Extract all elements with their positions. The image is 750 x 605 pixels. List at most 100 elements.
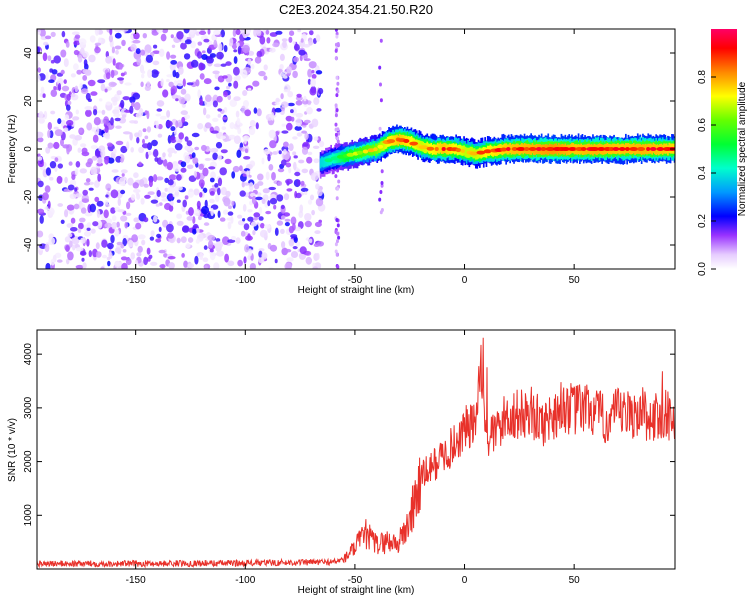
spectrogram-ridge-peak	[441, 147, 446, 151]
spectrogram-noise-cell	[260, 222, 265, 229]
spectrogram-noise-cell	[276, 220, 284, 226]
x-tick-label: 50	[569, 575, 581, 586]
spectrogram-noise-cell	[57, 259, 63, 263]
spectrogram-noise-cell	[195, 238, 200, 244]
spectrogram-noise-cell	[155, 203, 160, 207]
spectrogram-noise-cell	[217, 187, 221, 196]
spectrogram-noise-cell	[217, 177, 223, 187]
spectrogram-noise-cell	[49, 161, 57, 169]
spectrogram-noise-cell	[114, 261, 122, 267]
spectrogram-noise-cell	[170, 85, 178, 95]
snr-x-ticks: -150 -100 -50 0 50	[126, 330, 580, 586]
x-tick-label: -50	[348, 575, 363, 586]
spectrogram-noise-cell	[183, 260, 189, 268]
spectrogram-noise-cell	[309, 194, 315, 201]
spectrogram-noise-cell	[89, 35, 96, 43]
spectrogram-noise-cell	[78, 128, 83, 133]
spectrogram-ridge-peak	[367, 148, 375, 153]
y-tick-label: 40	[23, 47, 34, 59]
spectrogram-noise-cell	[226, 85, 230, 90]
spectrogram-noise-cell	[57, 118, 62, 125]
spectrogram-noise-cell	[269, 47, 276, 53]
spectrogram-noise-cell	[80, 237, 86, 244]
spectrogram-noise-cell	[182, 225, 190, 233]
spectrogram-noise-cell	[153, 174, 158, 183]
spectrogram-noise-cell	[108, 251, 113, 259]
spectrogram-noise-cell	[112, 148, 117, 154]
spectrogram-noise-cell	[146, 247, 151, 255]
spectrogram-noise-cell	[222, 75, 228, 79]
spectrogram-noise-cell	[244, 244, 250, 253]
spectrogram-noise-cell	[247, 233, 251, 241]
spectrogram-noise-cell	[204, 122, 212, 129]
spectrogram-noise-cell	[176, 119, 183, 128]
spectrogram-noise-cell	[274, 258, 278, 264]
spectrogram-noise-cell	[337, 179, 341, 184]
spectrogram-noise-cell	[53, 141, 60, 150]
spectrogram-noise-cell	[133, 102, 141, 111]
spectrogram-noise-cell	[115, 49, 119, 55]
spectrogram-noise-cell	[95, 251, 102, 258]
spectrogram-noise-cell	[175, 98, 179, 102]
spectrogram-noise-cell	[136, 136, 140, 144]
spectrogram-noise-cell	[205, 94, 212, 102]
spectrogram-noise-cell	[120, 29, 129, 32]
spectrogram-ridge-peak	[506, 147, 511, 151]
spectrogram-noise-cell	[334, 48, 338, 53]
spectrogram-noise-cell	[215, 141, 223, 149]
spectrogram-noise-cell	[261, 157, 265, 165]
spectrogram-noise-cell	[210, 171, 216, 180]
spectrogram-noise-cell	[106, 142, 113, 147]
spectrogram-noise-cell	[222, 209, 229, 215]
spectrogram-noise-cell	[223, 45, 228, 53]
spectrogram-noise-cell	[167, 134, 172, 144]
spectrogram-noise-cell	[40, 86, 45, 94]
spectrogram-noise-cell	[257, 181, 264, 186]
spectrogram-noise-cell	[167, 179, 174, 186]
spectrogram-noise-cell	[282, 149, 287, 155]
spectrogram-noise-cell	[223, 107, 228, 113]
spectrogram-noise-cell	[176, 199, 181, 203]
spectrogram-ridge-peak	[540, 147, 547, 151]
spectrogram-noise-cell	[66, 223, 74, 228]
spectrogram-noise-cell	[70, 217, 76, 224]
spectrogram-noise-cell	[210, 207, 214, 217]
x-tick-label: 50	[569, 275, 581, 286]
spectrogram-noise-cell	[202, 187, 208, 193]
spectrogram-noise-cell	[252, 80, 260, 87]
spectrogram-noise-cell	[203, 222, 210, 226]
spectrogram-noise-cell	[312, 145, 320, 149]
spectrogram-noise-cell	[156, 100, 165, 107]
spectrogram-noise-cell	[47, 129, 51, 139]
spectrogram-noise-cell	[182, 199, 187, 208]
spectrogram-noise-cell	[111, 221, 117, 230]
spectrogram-noise-cell	[201, 54, 208, 60]
spectrogram-noise-cell	[220, 135, 227, 140]
spectrogram-noise-cell	[120, 256, 128, 261]
spectrogram-noise-cell	[228, 134, 236, 140]
spectrogram-noise-cell	[120, 157, 124, 163]
spectrogram-noise-cell	[186, 82, 194, 86]
spectrogram-noise-cell	[248, 182, 254, 191]
spectrogram-noise-cell	[307, 199, 313, 205]
spectrogram-noise-cell	[313, 38, 317, 44]
spectrogram-noise-cell	[143, 183, 149, 188]
spectrogram-noise-cell	[263, 148, 271, 155]
spectrogram-noise-cell	[242, 218, 246, 222]
spectrogram-noise-cell	[42, 52, 48, 62]
spectrogram-noise-cell	[80, 41, 84, 48]
figure-title: C2E3.2024.354.21.50.R20	[279, 2, 433, 17]
spectrogram-ridge-peak	[511, 147, 518, 151]
spectrogram-noise-cell	[201, 50, 206, 54]
spectrogram-noise-cell	[198, 30, 207, 35]
spectrogram-noise-cell	[90, 228, 96, 234]
spectrogram-noise-cell	[240, 146, 246, 152]
spectrogram-ridge-cell	[438, 143, 440, 154]
spectrogram-noise-cell	[274, 227, 279, 236]
spectrogram-noise-cell	[304, 132, 309, 140]
spectrogram-noise-cell	[79, 82, 83, 89]
spectrogram-noise-cell	[248, 126, 256, 136]
spectrogram-noise-cell	[191, 132, 200, 138]
spectrogram-noise-cell	[67, 233, 73, 238]
spectrogram-noise-cell	[90, 145, 98, 150]
